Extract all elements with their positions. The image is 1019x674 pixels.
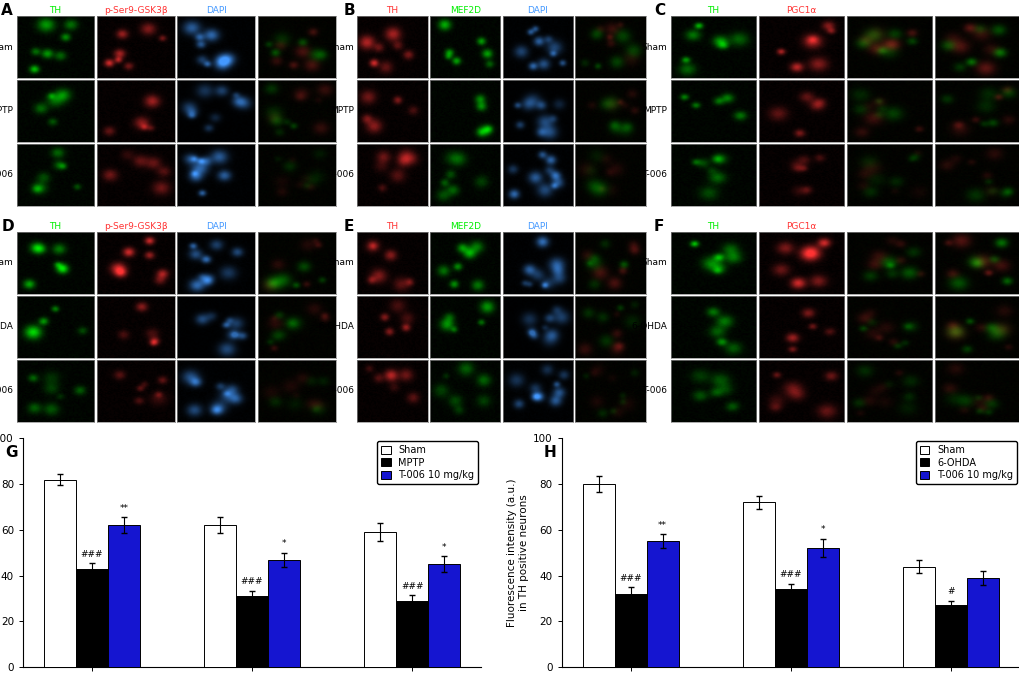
Text: PGC1α: PGC1α [786, 222, 816, 231]
Text: MPTP: MPTP [330, 106, 354, 115]
Bar [268, 559, 300, 667]
Bar [364, 532, 395, 667]
Text: E: E [343, 219, 354, 234]
Text: DAPI: DAPI [206, 222, 226, 231]
Text: *: * [281, 539, 286, 548]
Bar [806, 548, 839, 667]
Text: p-Ser9-GSK3β: p-Ser9-GSK3β [104, 222, 167, 231]
Bar [902, 567, 934, 667]
Text: T-006: T-006 [641, 171, 666, 179]
Text: *: * [441, 543, 446, 551]
Text: ###: ### [779, 570, 801, 579]
Text: Merge: Merge [596, 6, 625, 15]
Text: Merge: Merge [282, 222, 311, 231]
Bar [108, 525, 140, 667]
Text: Sham: Sham [0, 258, 13, 268]
Text: ###: ### [81, 549, 103, 559]
Text: Sham: Sham [328, 258, 354, 268]
Bar [235, 596, 268, 667]
Text: **: ** [657, 521, 666, 530]
Bar [204, 525, 235, 667]
Text: ###: ### [400, 582, 423, 590]
Bar [614, 594, 646, 667]
Bar [582, 484, 614, 667]
Text: Merge: Merge [596, 222, 625, 231]
Text: MEF2D: MEF2D [449, 6, 480, 15]
Text: DAPI: DAPI [527, 222, 548, 231]
Text: Merge: Merge [874, 6, 903, 15]
Text: MPTP: MPTP [0, 106, 13, 115]
Text: B: B [343, 3, 355, 18]
Bar [934, 605, 966, 667]
Text: TH: TH [386, 222, 398, 231]
Legend: Sham, MPTP, T-006 10 mg/kg: Sham, MPTP, T-006 10 mg/kg [377, 441, 478, 484]
Text: DAPI: DAPI [527, 6, 548, 15]
Text: MEF2D: MEF2D [449, 222, 480, 231]
Text: 6-OHDA: 6-OHDA [318, 322, 354, 331]
Text: p-Ser9-GSK3β: p-Ser9-GSK3β [104, 6, 167, 15]
Text: **: ** [119, 503, 128, 513]
Text: Sham: Sham [641, 42, 666, 52]
Bar [742, 502, 774, 667]
Text: DAPI: DAPI [206, 6, 226, 15]
Text: Merge: Merge [282, 6, 311, 15]
Text: Merge: Merge [874, 222, 903, 231]
Text: T-006: T-006 [329, 171, 354, 179]
Text: D: D [1, 219, 14, 234]
Text: Sham: Sham [328, 42, 354, 52]
Bar [966, 578, 999, 667]
Text: 6-OHDA: 6-OHDA [0, 322, 13, 331]
Bar [395, 601, 428, 667]
Text: T-006: T-006 [641, 386, 666, 395]
Bar [646, 541, 678, 667]
Bar [428, 564, 460, 667]
Bar [44, 479, 75, 667]
Text: *: * [820, 526, 824, 534]
Text: TH: TH [49, 222, 61, 231]
Text: Sham: Sham [0, 42, 13, 52]
Text: PGC1α: PGC1α [786, 6, 816, 15]
Text: A: A [1, 3, 13, 18]
Legend: Sham, 6-OHDA, T-006 10 mg/kg: Sham, 6-OHDA, T-006 10 mg/kg [915, 441, 1016, 484]
Text: 6-OHDA: 6-OHDA [631, 322, 666, 331]
Text: G: G [5, 446, 17, 460]
Text: TH: TH [706, 222, 718, 231]
Text: MPTP: MPTP [643, 106, 666, 115]
Bar [774, 590, 806, 667]
Text: T-006: T-006 [329, 386, 354, 395]
Text: C: C [653, 3, 664, 18]
Text: TH: TH [706, 6, 718, 15]
Text: magnification: magnification [946, 222, 1008, 231]
Text: H: H [543, 446, 556, 460]
Text: Sham: Sham [641, 258, 666, 268]
Bar [75, 569, 108, 667]
Text: F: F [653, 219, 663, 234]
Y-axis label: Fluorescence intensity (a.u.)
in TH positive neurons: Fluorescence intensity (a.u.) in TH posi… [506, 479, 529, 627]
Text: TH: TH [386, 6, 398, 15]
Text: TH: TH [49, 6, 61, 15]
Text: T-006: T-006 [0, 171, 13, 179]
Text: ###: ### [240, 577, 263, 586]
Text: magnification: magnification [946, 6, 1008, 15]
Text: T-006: T-006 [0, 386, 13, 395]
Text: #: # [947, 587, 954, 596]
Text: ###: ### [619, 574, 641, 582]
